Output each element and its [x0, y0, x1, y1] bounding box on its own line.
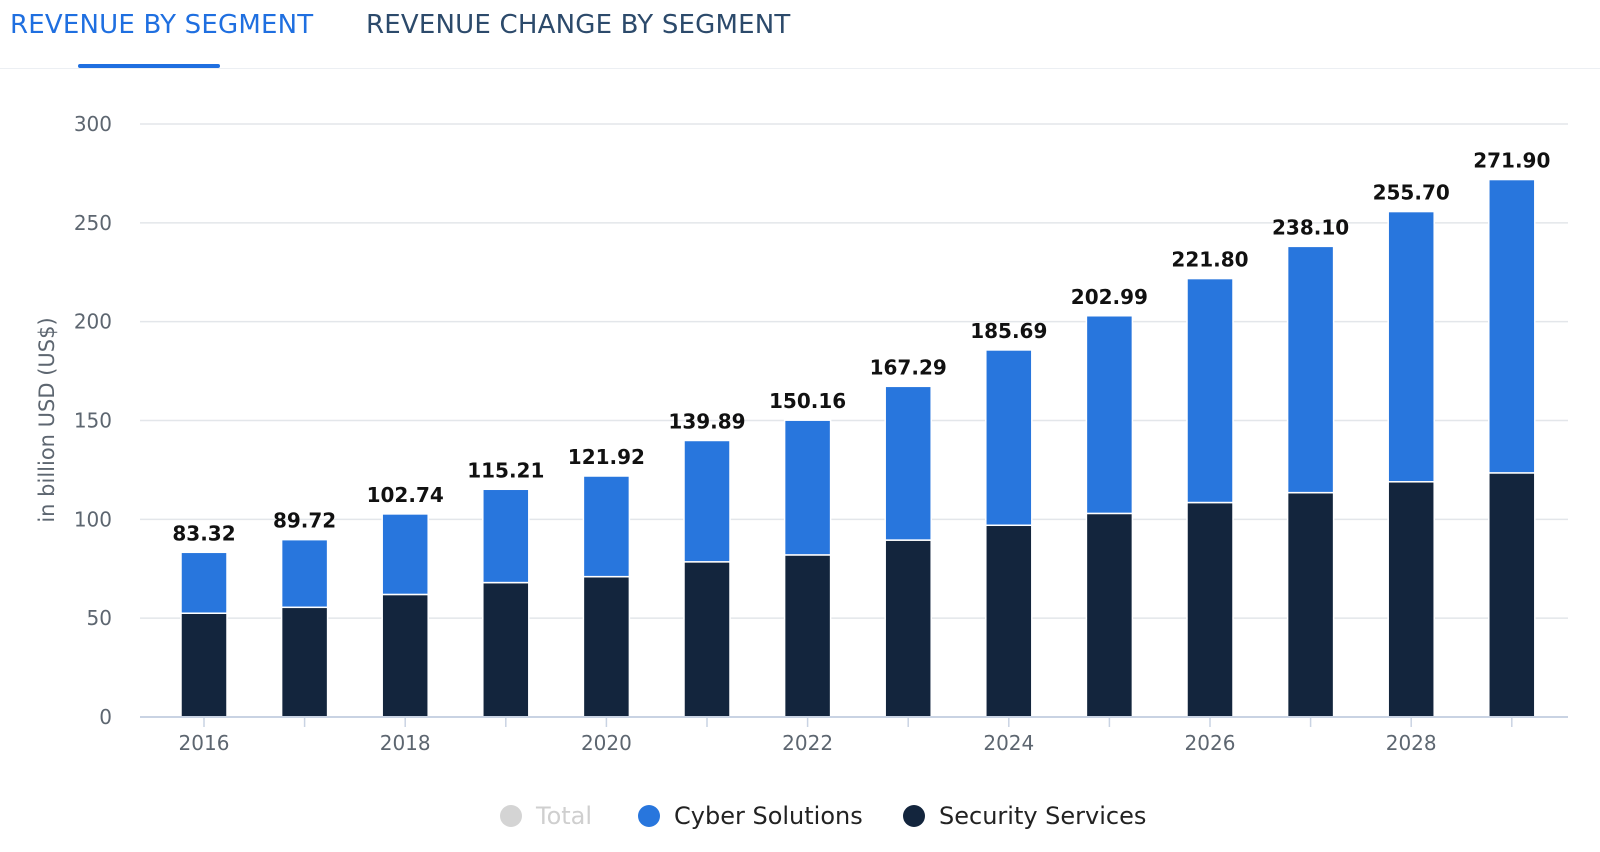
data-label: 83.32 [172, 521, 235, 545]
y-axis-title: in billion USD (US$) [35, 317, 59, 522]
bar-cyber-solutions [1286, 245, 1335, 494]
legend-cyber-solutions-marker-icon [638, 805, 660, 827]
x-tick-label: 2020 [581, 731, 632, 755]
bar-security-services [582, 575, 631, 718]
chart-legend: Total Cyber Solutions Security Services [0, 798, 1600, 838]
bar-cyber-solutions [1085, 315, 1134, 515]
bar-cyber-solutions [280, 538, 329, 609]
y-tick-label: 50 [87, 606, 112, 630]
y-tick-label: 0 [99, 705, 112, 729]
legend-security-services-marker-icon [903, 805, 925, 827]
x-tick-label: 2016 [179, 731, 230, 755]
bar-cyber-solutions [381, 513, 429, 596]
data-label: 89.72 [273, 509, 336, 533]
data-label: 121.92 [568, 445, 645, 469]
x-tick-label: 2022 [782, 731, 833, 755]
bar-security-services [482, 581, 530, 718]
legend-security-services-label: Security Services [939, 802, 1147, 830]
tab-revenue-by-segment[interactable]: REVENUE BY SEGMENT [10, 10, 314, 40]
bar-cyber-solutions [783, 419, 832, 556]
legend-item-cyber-solutions[interactable]: Cyber Solutions [638, 798, 863, 834]
bar-cyber-solutions [1186, 277, 1234, 504]
legend-total-label: Total [536, 802, 593, 830]
legend-cyber-solutions-label: Cyber Solutions [674, 802, 863, 830]
x-tick-label: 2018 [380, 731, 431, 755]
y-tick-label: 150 [74, 409, 112, 433]
bar-cyber-solutions [884, 385, 932, 541]
legend-item-total[interactable]: Total [500, 798, 592, 834]
segment-tabs: REVENUE BY SEGMENT REVENUE CHANGE BY SEG… [0, 0, 1600, 69]
bar-security-services [683, 561, 731, 718]
data-label: 167.29 [870, 355, 947, 379]
bar-cyber-solutions [1488, 178, 1536, 474]
y-tick-label: 200 [74, 310, 112, 334]
data-label: 139.89 [668, 409, 745, 433]
bar-cyber-solutions [1387, 210, 1435, 483]
bar-security-services [280, 606, 329, 718]
data-label: 271.90 [1473, 149, 1550, 173]
bar-cyber-solutions [482, 488, 530, 584]
stacked-bar-chart: 0 50 100 150 200 250 300 in billion USD (US$) 83… [35, 112, 1568, 755]
bar-security-services [1186, 501, 1234, 718]
bar-security-services [783, 554, 832, 718]
y-tick-label: 250 [74, 211, 112, 235]
bar-security-services [1286, 491, 1335, 718]
data-label: 115.21 [467, 458, 544, 482]
data-label: 255.70 [1373, 181, 1450, 205]
data-label: 150.16 [769, 389, 846, 413]
data-label: 238.10 [1272, 215, 1349, 239]
bar-security-services [985, 524, 1033, 718]
x-tick-label: 2024 [983, 731, 1034, 755]
bar-security-services [1488, 472, 1536, 718]
legend-item-security-services[interactable]: Security Services [903, 798, 1146, 834]
bar-security-services [1387, 481, 1435, 718]
y-tick-label: 300 [74, 112, 112, 136]
legend-total-marker-icon [500, 805, 522, 827]
bar-cyber-solutions [985, 349, 1033, 527]
data-label: 185.69 [970, 319, 1047, 343]
tab-revenue-change-by-segment[interactable]: REVENUE CHANGE BY SEGMENT [366, 10, 791, 40]
bar-cyber-solutions [180, 551, 228, 614]
data-label: 202.99 [1071, 285, 1148, 309]
bar-security-services [884, 539, 932, 718]
active-tab-indicator [78, 64, 220, 68]
x-tick-label: 2028 [1386, 731, 1437, 755]
bar-cyber-solutions [683, 439, 731, 563]
x-tick-label: 2026 [1185, 731, 1236, 755]
bar-security-services [1085, 512, 1134, 718]
data-label: 221.80 [1171, 248, 1248, 272]
data-label: 102.74 [367, 483, 444, 507]
bar-security-services [180, 612, 228, 718]
y-tick-label: 100 [74, 507, 112, 531]
bar-cyber-solutions [582, 475, 631, 578]
bar-security-services [381, 593, 429, 718]
